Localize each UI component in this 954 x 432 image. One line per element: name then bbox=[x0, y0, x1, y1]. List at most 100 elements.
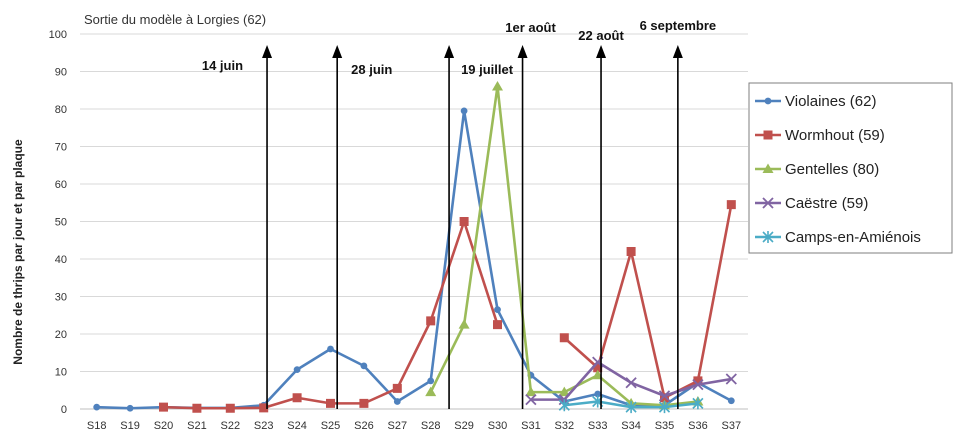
data-point bbox=[658, 390, 671, 402]
arrow-head bbox=[444, 45, 455, 58]
y-tick-label: 20 bbox=[55, 329, 67, 341]
y-tick-label: 90 bbox=[55, 67, 67, 79]
y-tick-label: 10 bbox=[55, 367, 67, 379]
data-point bbox=[525, 393, 537, 406]
data-point bbox=[259, 403, 269, 413]
y-tick-label: 30 bbox=[55, 292, 67, 304]
chart-title: Sortie du modèle à Lorgies (62) bbox=[84, 12, 266, 27]
data-point bbox=[625, 377, 637, 389]
data-point bbox=[525, 386, 537, 397]
y-tick-label: 70 bbox=[55, 142, 67, 154]
data-point bbox=[93, 403, 101, 411]
data-point bbox=[327, 345, 334, 353]
series-2 bbox=[425, 81, 704, 410]
data-point bbox=[494, 306, 501, 314]
data-point bbox=[763, 130, 773, 140]
data-point bbox=[726, 200, 736, 210]
data-point bbox=[594, 390, 602, 398]
x-tick-label: S30 bbox=[488, 420, 508, 432]
series-1 bbox=[159, 200, 736, 413]
y-tick-label: 0 bbox=[61, 404, 67, 416]
legend-entry: Camps-en-Amiénois bbox=[785, 229, 921, 246]
legend: Violaines (62) Wormhout (59) Gentelles (80… bbox=[748, 82, 953, 254]
data-point bbox=[762, 231, 774, 243]
gridlines bbox=[80, 33, 748, 372]
x-tick-label: S34 bbox=[621, 420, 641, 432]
annotation-label: 22 août bbox=[578, 28, 624, 43]
data-point bbox=[225, 403, 235, 413]
annotation-label: 28 juin bbox=[351, 62, 392, 77]
data-point bbox=[727, 397, 735, 405]
arrow-head bbox=[596, 45, 607, 58]
data-point bbox=[762, 197, 774, 209]
x-tick-label: S23 bbox=[254, 420, 274, 432]
y-tick-labels: 0 10 20 30 40 50 60 70 80 90 100 bbox=[49, 29, 67, 416]
x-tick-label: S19 bbox=[120, 420, 140, 432]
annotation-label: 6 septembre bbox=[640, 18, 717, 33]
arrow-head bbox=[672, 45, 683, 58]
annotation-label: 14 juin bbox=[202, 58, 243, 73]
x-tick-label: S21 bbox=[187, 420, 207, 432]
data-point bbox=[492, 81, 503, 91]
data-point bbox=[493, 320, 502, 330]
x-tick-label: S18 bbox=[87, 420, 107, 432]
x-tick-label: S20 bbox=[154, 420, 174, 432]
data-point bbox=[459, 217, 469, 226]
arrow-head bbox=[517, 45, 528, 58]
data-point bbox=[558, 399, 570, 412]
legend-entry: Gentelles (80) bbox=[785, 161, 879, 178]
y-tick-label: 50 bbox=[55, 217, 67, 229]
data-point bbox=[626, 247, 636, 256]
series-4 bbox=[558, 395, 704, 414]
data-point bbox=[625, 401, 637, 414]
data-point bbox=[725, 373, 737, 385]
data-point bbox=[593, 363, 603, 373]
data-point bbox=[559, 333, 569, 343]
data-point bbox=[660, 393, 669, 403]
data-point bbox=[293, 366, 301, 374]
data-point bbox=[658, 401, 671, 414]
x-tick-label: S27 bbox=[388, 420, 408, 432]
x-tick-label: S35 bbox=[655, 420, 675, 432]
data-point bbox=[159, 402, 168, 412]
y-tick-label: 80 bbox=[55, 104, 67, 116]
arrow-head bbox=[262, 45, 273, 58]
data-point bbox=[359, 398, 369, 408]
x-tick-label: S33 bbox=[588, 420, 608, 432]
data-point bbox=[460, 107, 468, 115]
x-tick-label: S32 bbox=[555, 420, 575, 432]
data-point bbox=[392, 383, 402, 393]
legend-box bbox=[748, 82, 953, 254]
annotation-label: 19 juillet bbox=[461, 62, 514, 77]
legend-entry: Violaines (62) bbox=[785, 93, 876, 110]
x-tick-label: S36 bbox=[688, 420, 708, 432]
x-tick-label: S25 bbox=[321, 420, 341, 432]
data-point bbox=[360, 362, 368, 370]
x-tick-label: S31 bbox=[521, 420, 541, 432]
data-point bbox=[692, 378, 704, 391]
data-point bbox=[458, 319, 470, 329]
series-lines bbox=[93, 81, 737, 414]
data-point bbox=[692, 397, 704, 410]
data-point bbox=[192, 403, 202, 413]
data-point bbox=[693, 376, 703, 386]
data-point bbox=[292, 393, 302, 403]
series-line bbox=[563, 204, 733, 400]
data-point bbox=[393, 398, 401, 405]
data-point bbox=[425, 386, 437, 397]
data-point bbox=[427, 377, 435, 385]
legend-entry: Wormhout (59) bbox=[785, 127, 885, 144]
data-point bbox=[762, 163, 774, 173]
arrow-head bbox=[332, 45, 343, 58]
annotations: 14 juin 28 juin 19 juillet 1er août 22 août 6… bbox=[202, 18, 716, 409]
y-tick-label: 60 bbox=[55, 179, 67, 191]
y-tick-label: 40 bbox=[55, 254, 67, 266]
x-tick-label: S29 bbox=[454, 420, 474, 432]
legend-entry: Caëstre (59) bbox=[785, 195, 868, 212]
data-point bbox=[558, 386, 570, 397]
data-point bbox=[326, 398, 335, 408]
y-tick-label: 100 bbox=[49, 29, 67, 41]
x-tick-label: S22 bbox=[221, 420, 241, 432]
x-tick-label: S37 bbox=[722, 420, 742, 432]
